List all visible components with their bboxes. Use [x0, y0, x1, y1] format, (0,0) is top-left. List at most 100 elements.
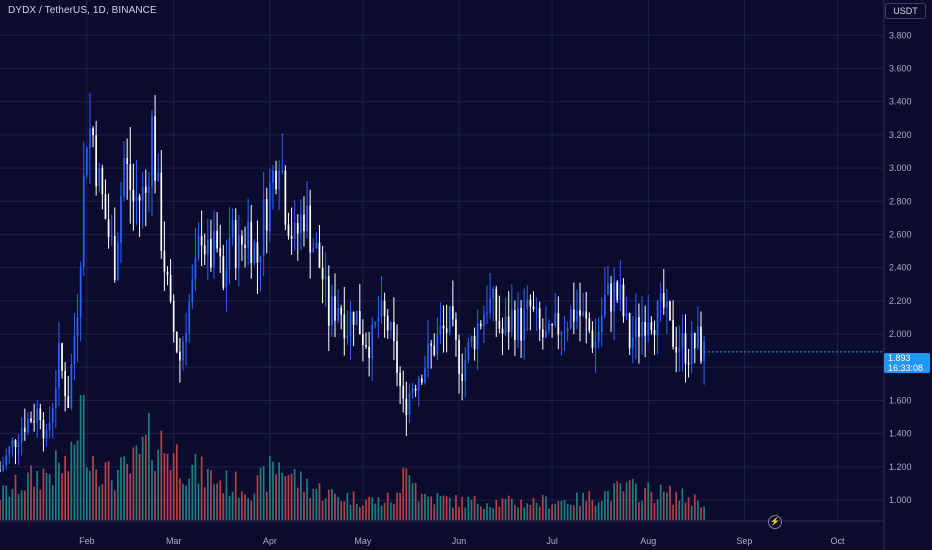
volume-bar [306, 478, 308, 520]
candle-body [337, 307, 339, 321]
volume-bar [507, 495, 510, 520]
candle-body [95, 135, 98, 187]
candle-body [203, 245, 206, 255]
candle-body [101, 167, 104, 195]
candle-body [529, 299, 532, 307]
volume-bar [48, 474, 51, 520]
volume-bar [237, 497, 240, 520]
candle-body [455, 319, 457, 340]
x-tick-label: May [354, 536, 372, 546]
volume-bar [120, 457, 122, 520]
candle-body [445, 328, 448, 333]
volume-bar [14, 474, 17, 520]
volume-bar [144, 434, 147, 520]
candles [0, 92, 884, 473]
volume-bar [585, 501, 588, 520]
candle-body [669, 301, 671, 321]
volume-bar [687, 497, 690, 520]
volume-bar [526, 503, 529, 520]
candle-body [656, 301, 659, 336]
candle-body [197, 236, 200, 258]
volume-bar [560, 500, 563, 520]
candle-body [678, 348, 681, 353]
volume-bar [659, 484, 662, 520]
candle-body [687, 363, 690, 365]
candle-body [588, 318, 591, 331]
candle-body [532, 306, 535, 309]
volume-bar [619, 483, 622, 520]
candle-body [545, 330, 547, 338]
y-tick-label: 1.200 [889, 462, 912, 472]
volume-bar [700, 507, 702, 520]
volume-bar [104, 462, 107, 520]
volume-bar [95, 469, 98, 520]
symbol-title: DYDX / TetherUS, 1D, BINANCE [8, 5, 157, 16]
volume-bar [213, 484, 215, 520]
volume-bar [117, 469, 119, 520]
volume-bar [557, 501, 560, 520]
candle-body [331, 296, 333, 326]
volume-bar [107, 461, 110, 520]
volume-bar [430, 496, 432, 520]
lightning-icon[interactable]: ⚡ [768, 515, 782, 529]
volume-bar [61, 473, 63, 520]
last-price-label: 1.893 16:33:08 [884, 353, 930, 373]
candle-body [312, 247, 315, 253]
y-tick-label: 2.600 [889, 229, 912, 239]
volume-bar [70, 441, 73, 520]
candle-body [402, 385, 405, 399]
volume-bar [300, 471, 302, 520]
candle-body [442, 325, 445, 329]
currency-button[interactable]: USDT [885, 3, 926, 19]
candle-body [151, 116, 153, 188]
volume-bar [622, 491, 625, 520]
volume-bar [473, 495, 476, 520]
volume-bar [262, 465, 265, 520]
candle-body [30, 418, 32, 422]
volume-bar [315, 488, 318, 520]
candle-body [470, 335, 473, 342]
volume-bar [442, 495, 445, 520]
candle-body [318, 242, 321, 268]
candle-body [104, 194, 107, 220]
volume-bar [520, 499, 522, 520]
volume-bar [489, 507, 491, 520]
volume-bar [337, 496, 339, 520]
candle-body [138, 196, 141, 201]
candle-body [275, 170, 277, 190]
y-tick-label: 2.800 [889, 196, 912, 206]
candle-body [45, 429, 48, 439]
volume-bar [467, 496, 470, 520]
candle-body [110, 236, 113, 238]
candle-body [324, 276, 327, 280]
volume-bar [160, 430, 163, 520]
candle-body [315, 242, 318, 248]
candle-body [33, 421, 35, 423]
candle-body [380, 300, 383, 318]
volume-bar [51, 485, 54, 520]
candle-body [303, 214, 305, 232]
candle-body [535, 308, 538, 310]
volume-bar [464, 507, 467, 520]
volume-bar [355, 503, 358, 520]
volume-bar [76, 440, 79, 520]
volume-bar [675, 491, 678, 520]
candle-body [628, 313, 631, 349]
volume-bar [427, 496, 429, 520]
price-axis: 1.0001.2001.4001.6001.8002.0002.2002.400… [883, 0, 912, 550]
candle-body [386, 315, 389, 331]
volume-bar [538, 506, 541, 520]
candle-body [113, 236, 116, 281]
candle-body [579, 310, 581, 316]
candle-body [374, 321, 377, 325]
volume-bar [591, 500, 594, 520]
candle-body [346, 336, 349, 339]
volume-bar [89, 470, 91, 520]
candle-body [327, 276, 330, 326]
candle-body [362, 334, 364, 345]
candle-body [448, 306, 451, 333]
volume-bar [545, 496, 547, 520]
candle-body [672, 320, 674, 347]
volume-bar [631, 478, 634, 520]
